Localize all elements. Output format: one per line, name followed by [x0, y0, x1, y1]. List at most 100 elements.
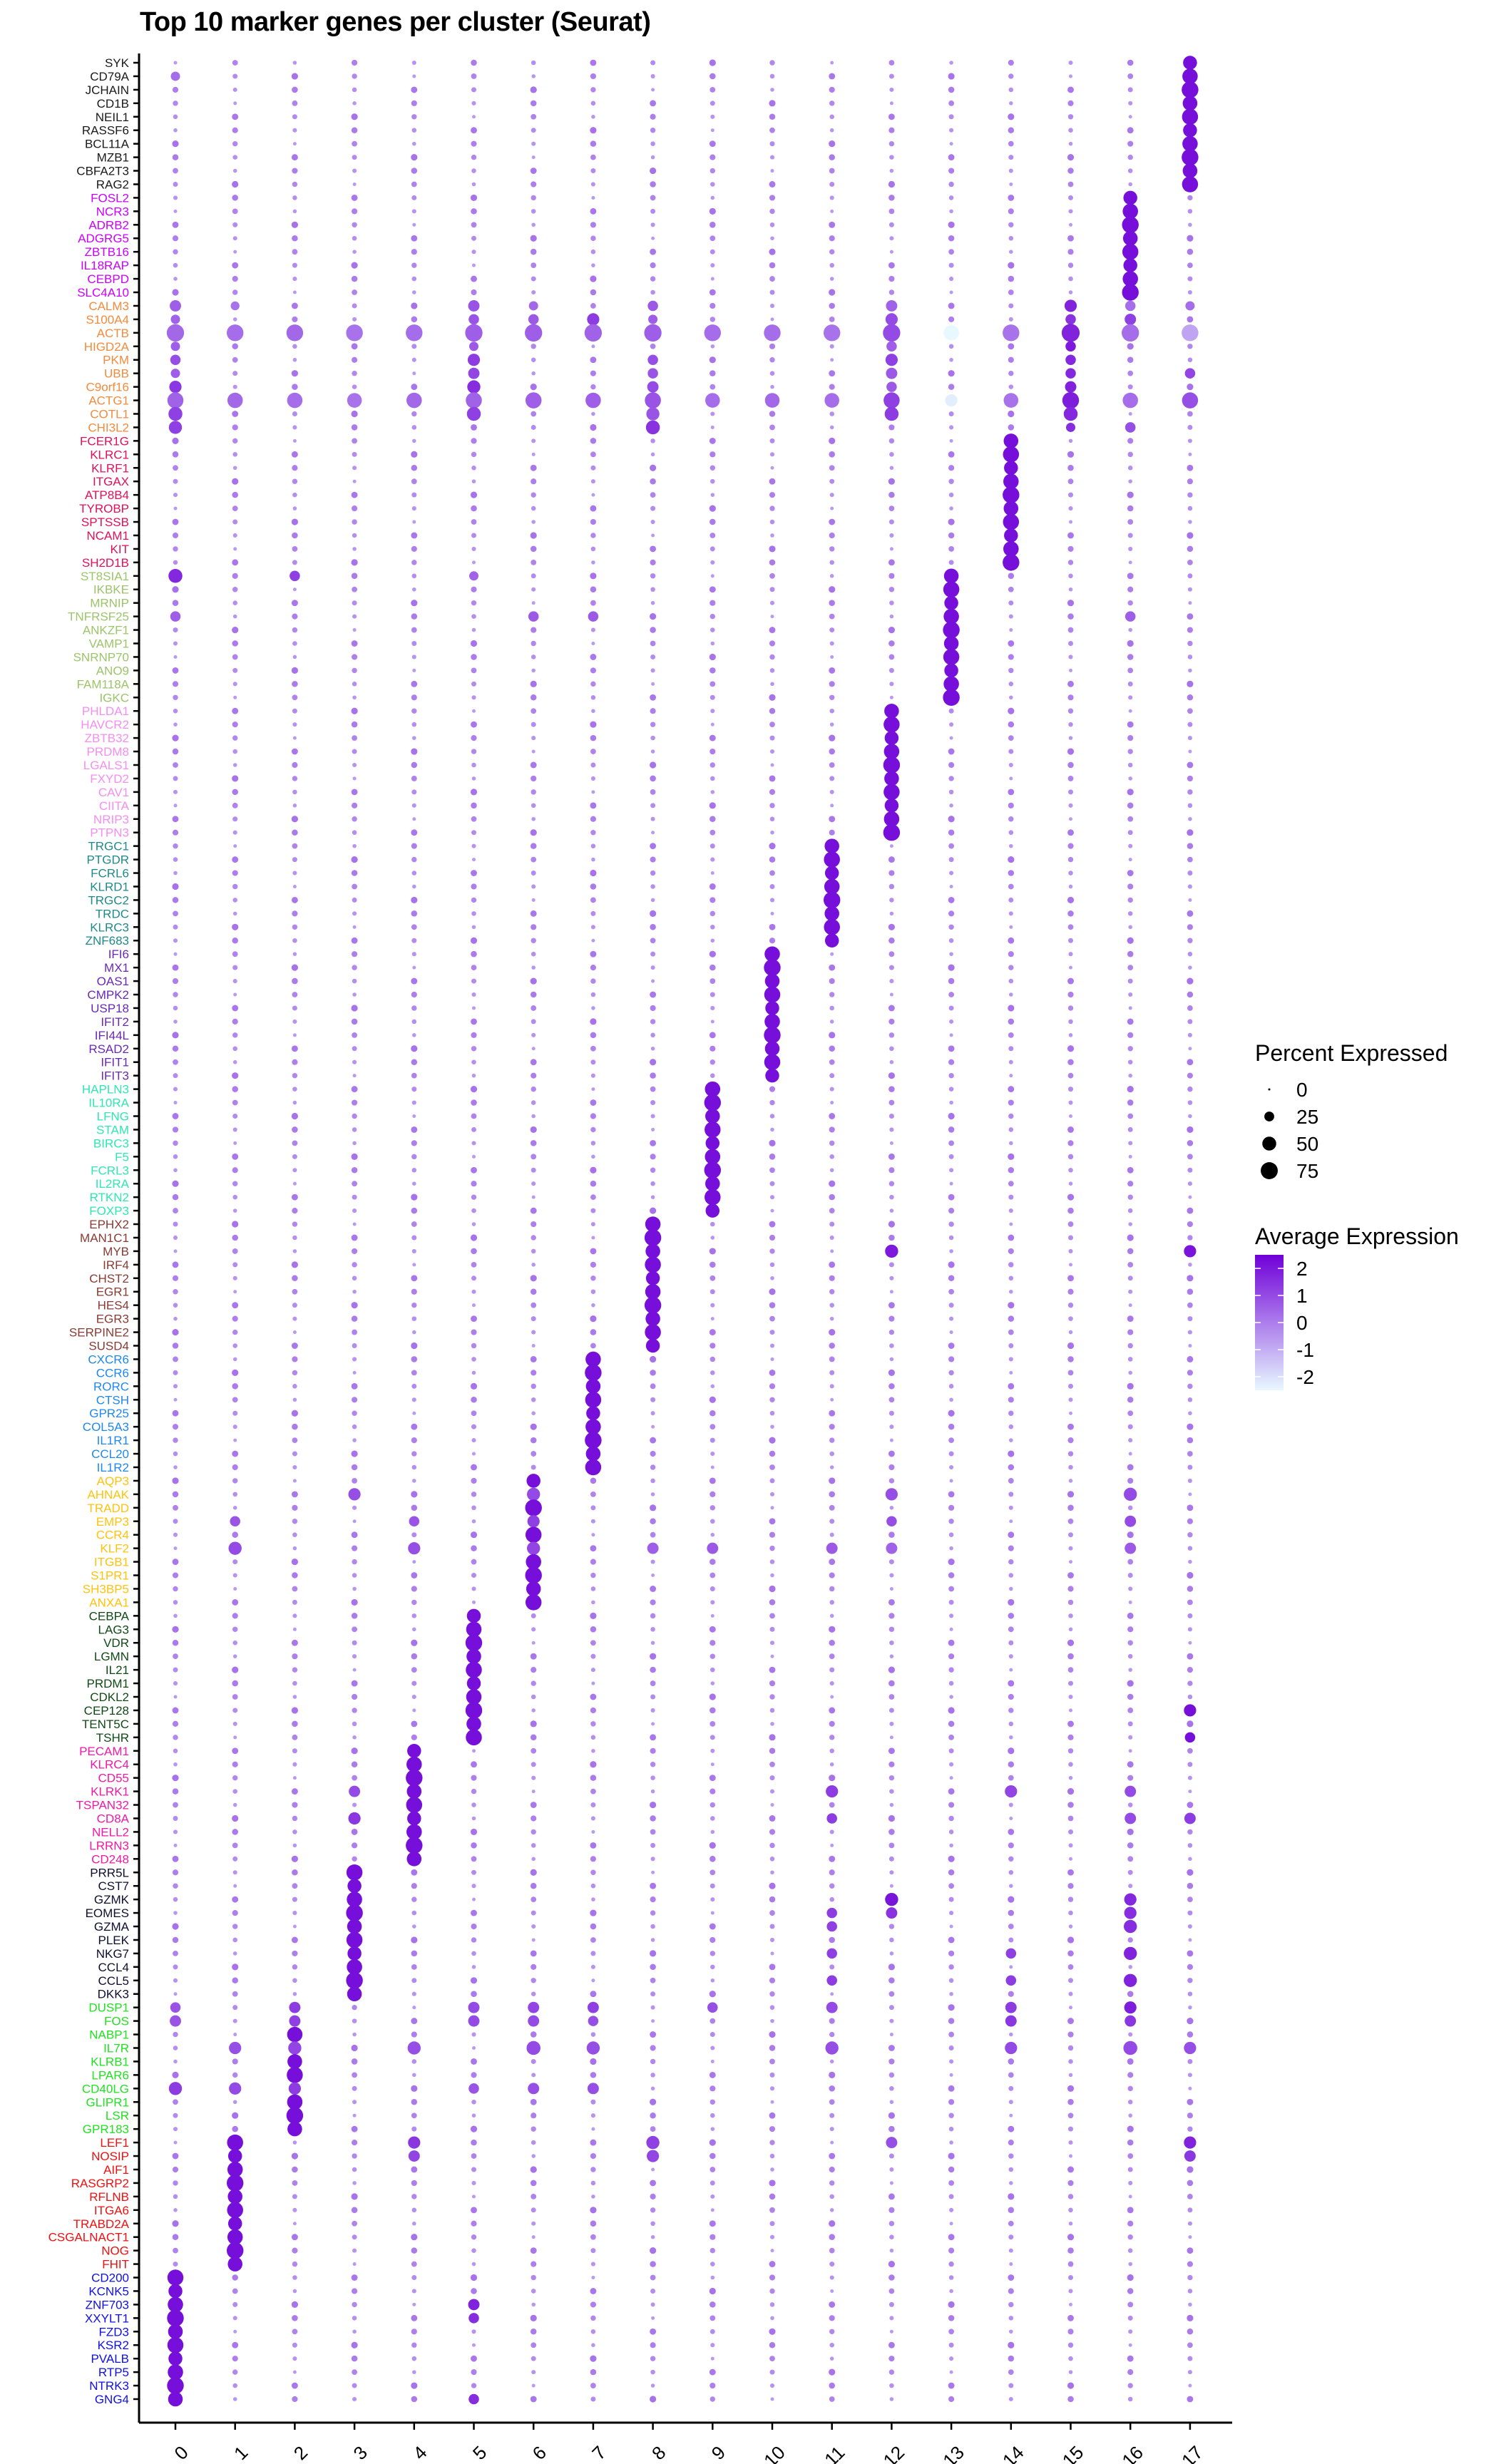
gene-label: MAN1C1 — [80, 1231, 129, 1245]
dot — [232, 1640, 237, 1646]
dot — [1128, 1370, 1132, 1375]
dot — [650, 843, 657, 850]
dot — [889, 1141, 893, 1145]
dot — [710, 762, 716, 768]
dot — [1067, 1087, 1074, 1092]
dot — [769, 789, 776, 795]
dot — [710, 493, 715, 497]
dot — [647, 1542, 659, 1554]
dot — [411, 1342, 418, 1350]
dot — [1187, 1437, 1194, 1444]
dot — [232, 1721, 237, 1726]
dot — [650, 924, 656, 930]
dot — [591, 1154, 595, 1159]
dot — [888, 1613, 895, 1619]
dot — [233, 1735, 237, 1740]
gene-label: IL1R1 — [97, 1434, 129, 1447]
dot — [1187, 1370, 1193, 1376]
dot — [168, 2082, 183, 2095]
dot — [1009, 101, 1013, 106]
dot — [232, 965, 238, 970]
dot — [530, 1059, 537, 1066]
dot — [168, 406, 183, 421]
dot — [232, 168, 237, 173]
dot — [1008, 1559, 1014, 1565]
dot — [530, 1869, 537, 1876]
dot — [531, 559, 537, 565]
dot — [412, 1627, 416, 1632]
dot — [1008, 2100, 1013, 2105]
dot — [172, 600, 179, 606]
dot — [829, 478, 835, 484]
dot — [943, 649, 960, 665]
dot — [232, 60, 238, 66]
dot — [1068, 2289, 1073, 2294]
dot — [1008, 2167, 1014, 2172]
gene-label: NABP1 — [89, 2028, 129, 2042]
dot — [948, 748, 955, 755]
dot — [948, 1869, 955, 1876]
dot — [1187, 2396, 1194, 2403]
dot — [769, 600, 775, 605]
dot — [1067, 2113, 1074, 2119]
dot — [1127, 1612, 1134, 1619]
dot — [770, 2316, 774, 2321]
dot — [1187, 884, 1192, 889]
dot — [1068, 2370, 1073, 2374]
dot — [411, 2194, 417, 2199]
dot — [590, 451, 596, 458]
dot — [948, 2315, 955, 2321]
dot — [352, 1343, 357, 1349]
gene-label: CXCR6 — [88, 1352, 129, 1366]
dot — [291, 1707, 298, 1714]
dot — [412, 817, 416, 821]
dot — [644, 1296, 662, 1314]
dot — [412, 2073, 416, 2078]
dot — [829, 748, 835, 755]
dot — [1124, 1946, 1137, 1961]
dot — [948, 1586, 954, 1592]
dot — [705, 1081, 721, 1097]
dot — [170, 299, 181, 312]
dot — [1187, 1950, 1194, 1957]
dot — [292, 1126, 298, 1133]
dot — [1127, 2125, 1134, 2132]
dot — [710, 1275, 716, 1281]
dot — [525, 1499, 542, 1516]
dot — [885, 313, 898, 326]
dot — [173, 952, 178, 956]
dot — [471, 2045, 476, 2050]
dot — [470, 1086, 478, 1093]
dot — [590, 816, 596, 822]
dot — [650, 2045, 656, 2051]
dot — [292, 1991, 297, 1996]
dot — [650, 1762, 656, 1767]
gene-label: NRIP3 — [93, 813, 129, 826]
x-axis-labels: 0 1 2 3 4 5 6 7 8 9 10 11 12 13 14 15 16 17 — [170, 2423, 1207, 2464]
gene-label: FXYD2 — [90, 772, 129, 786]
dot — [471, 1505, 476, 1511]
dot — [1064, 299, 1077, 312]
dot — [411, 153, 418, 161]
dot — [769, 2356, 775, 2362]
dot — [531, 2370, 536, 2375]
dot — [232, 1464, 238, 1471]
dot — [948, 1802, 955, 1808]
dot — [829, 2127, 834, 2132]
dot — [650, 668, 655, 673]
dot — [710, 1720, 716, 1727]
dot — [650, 1599, 656, 1606]
dot — [770, 1951, 774, 1956]
dot — [1008, 2341, 1015, 2348]
dot — [1187, 2073, 1192, 2078]
dot — [406, 1769, 423, 1787]
dot — [769, 1154, 776, 1160]
dot — [1187, 2193, 1193, 2199]
dot — [888, 1221, 895, 1228]
dot — [590, 843, 596, 848]
dot — [1187, 1653, 1194, 1660]
dot — [1009, 992, 1013, 997]
dot — [1067, 1869, 1074, 1876]
dot — [829, 2315, 835, 2321]
dot — [232, 1829, 238, 1835]
